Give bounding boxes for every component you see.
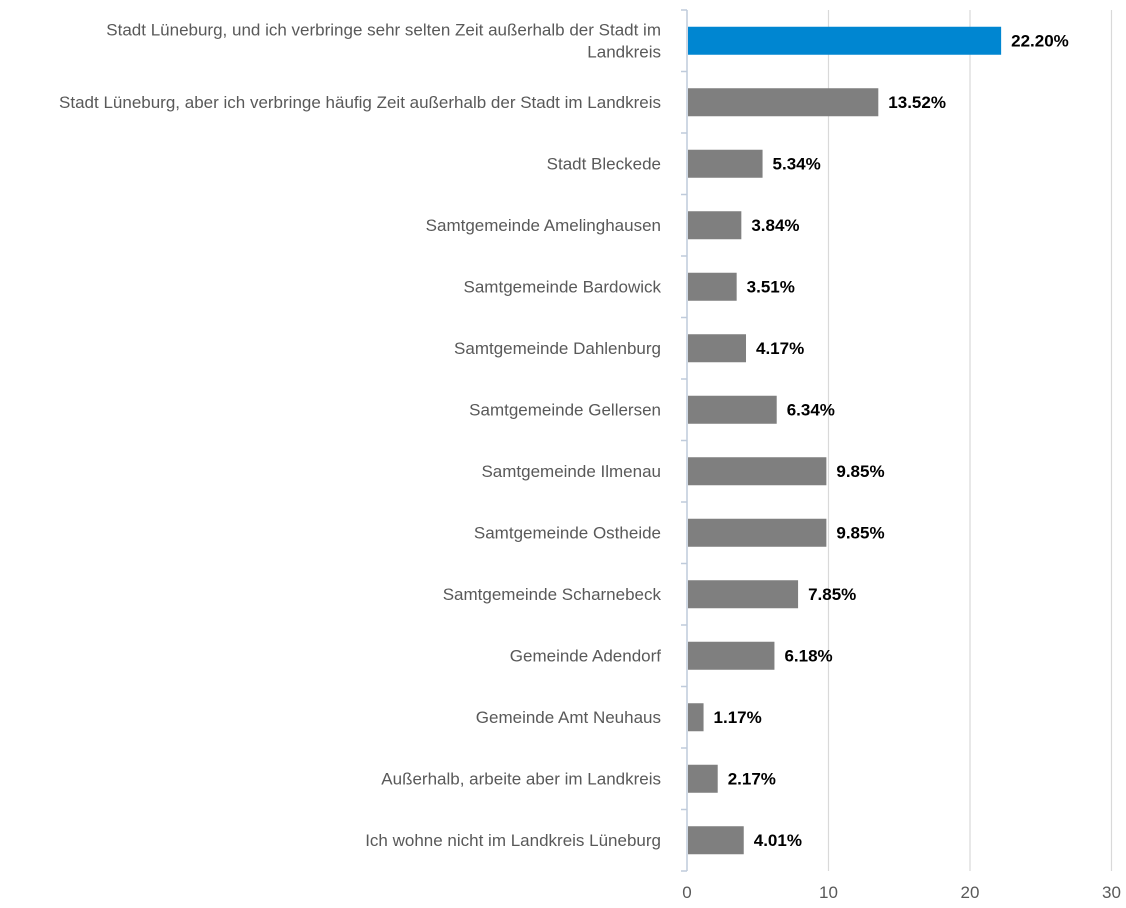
bar-14	[688, 826, 744, 855]
category-label-5: Samtgemeinde Bardowick	[464, 277, 662, 296]
gridlines	[827, 10, 1113, 871]
category-label-10: Samtgemeinde Scharnebeck	[443, 585, 662, 604]
data-label-14: 4.01%	[754, 831, 802, 850]
bars	[688, 26, 1002, 855]
data-label-13: 2.17%	[728, 769, 776, 788]
data-label-12: 1.17%	[714, 708, 762, 727]
data-label-7: 6.34%	[787, 400, 835, 419]
category-label-11: Gemeinde Adendorf	[510, 646, 661, 665]
category-label-2: Stadt Lüneburg, aber ich verbringe häufi…	[59, 93, 661, 112]
category-label-4: Samtgemeinde Amelinghausen	[426, 216, 661, 235]
bar-11	[688, 641, 775, 670]
category-label-3: Stadt Bleckede	[547, 154, 661, 173]
bar-3	[688, 149, 763, 178]
category-label-9: Samtgemeinde Ostheide	[474, 523, 661, 542]
bar-4	[688, 211, 742, 240]
bar-10	[688, 580, 799, 609]
data-label-11: 6.18%	[784, 646, 832, 665]
category-label-7: Samtgemeinde Gellersen	[469, 400, 661, 419]
bar-1	[688, 26, 1002, 55]
category-label-13: Außerhalb, arbeite aber im Landkreis	[381, 769, 661, 788]
data-labels: 22.20% 13.52% 5.34% 3.84% 3.51% 4.17% 6.34% 9.8…	[714, 31, 1069, 850]
bar-8	[688, 457, 827, 486]
category-label-14: Ich wohne nicht im Landkreis Lüneburg	[365, 831, 661, 850]
category-label-1: Stadt Lüneburg, und ich verbringe sehr s…	[106, 20, 661, 61]
data-label-4: 3.84%	[751, 216, 799, 235]
data-label-9: 9.85%	[836, 523, 884, 542]
bar-12	[688, 703, 704, 732]
category-label-8: Samtgemeinde Ilmenau	[481, 462, 661, 481]
x-tick-label-30: 30	[1102, 883, 1121, 902]
bar-9	[688, 518, 827, 547]
category-label-12: Gemeinde Amt Neuhaus	[476, 708, 661, 727]
bar-2	[688, 88, 879, 117]
x-tick-label-10: 10	[819, 883, 838, 902]
y-axis	[681, 9, 688, 872]
category-label-6: Samtgemeinde Dahlenburg	[454, 339, 661, 358]
x-tick-label-20: 20	[961, 883, 980, 902]
data-label-2: 13.52%	[888, 93, 946, 112]
data-label-5: 3.51%	[747, 277, 795, 296]
data-label-3: 5.34%	[773, 154, 821, 173]
x-axis-tick-labels: 0 10 20 30	[682, 883, 1121, 902]
x-tick-label-0: 0	[682, 883, 691, 902]
data-label-10: 7.85%	[808, 585, 856, 604]
bar-7	[688, 395, 777, 424]
data-label-1: 22.20%	[1011, 31, 1069, 50]
data-label-8: 9.85%	[836, 462, 884, 481]
bar-5	[688, 272, 737, 301]
category-labels: Stadt Lüneburg, und ich verbringe sehr s…	[59, 20, 661, 850]
bar-6	[688, 334, 747, 363]
data-label-6: 4.17%	[756, 339, 804, 358]
bar-13	[688, 764, 718, 793]
